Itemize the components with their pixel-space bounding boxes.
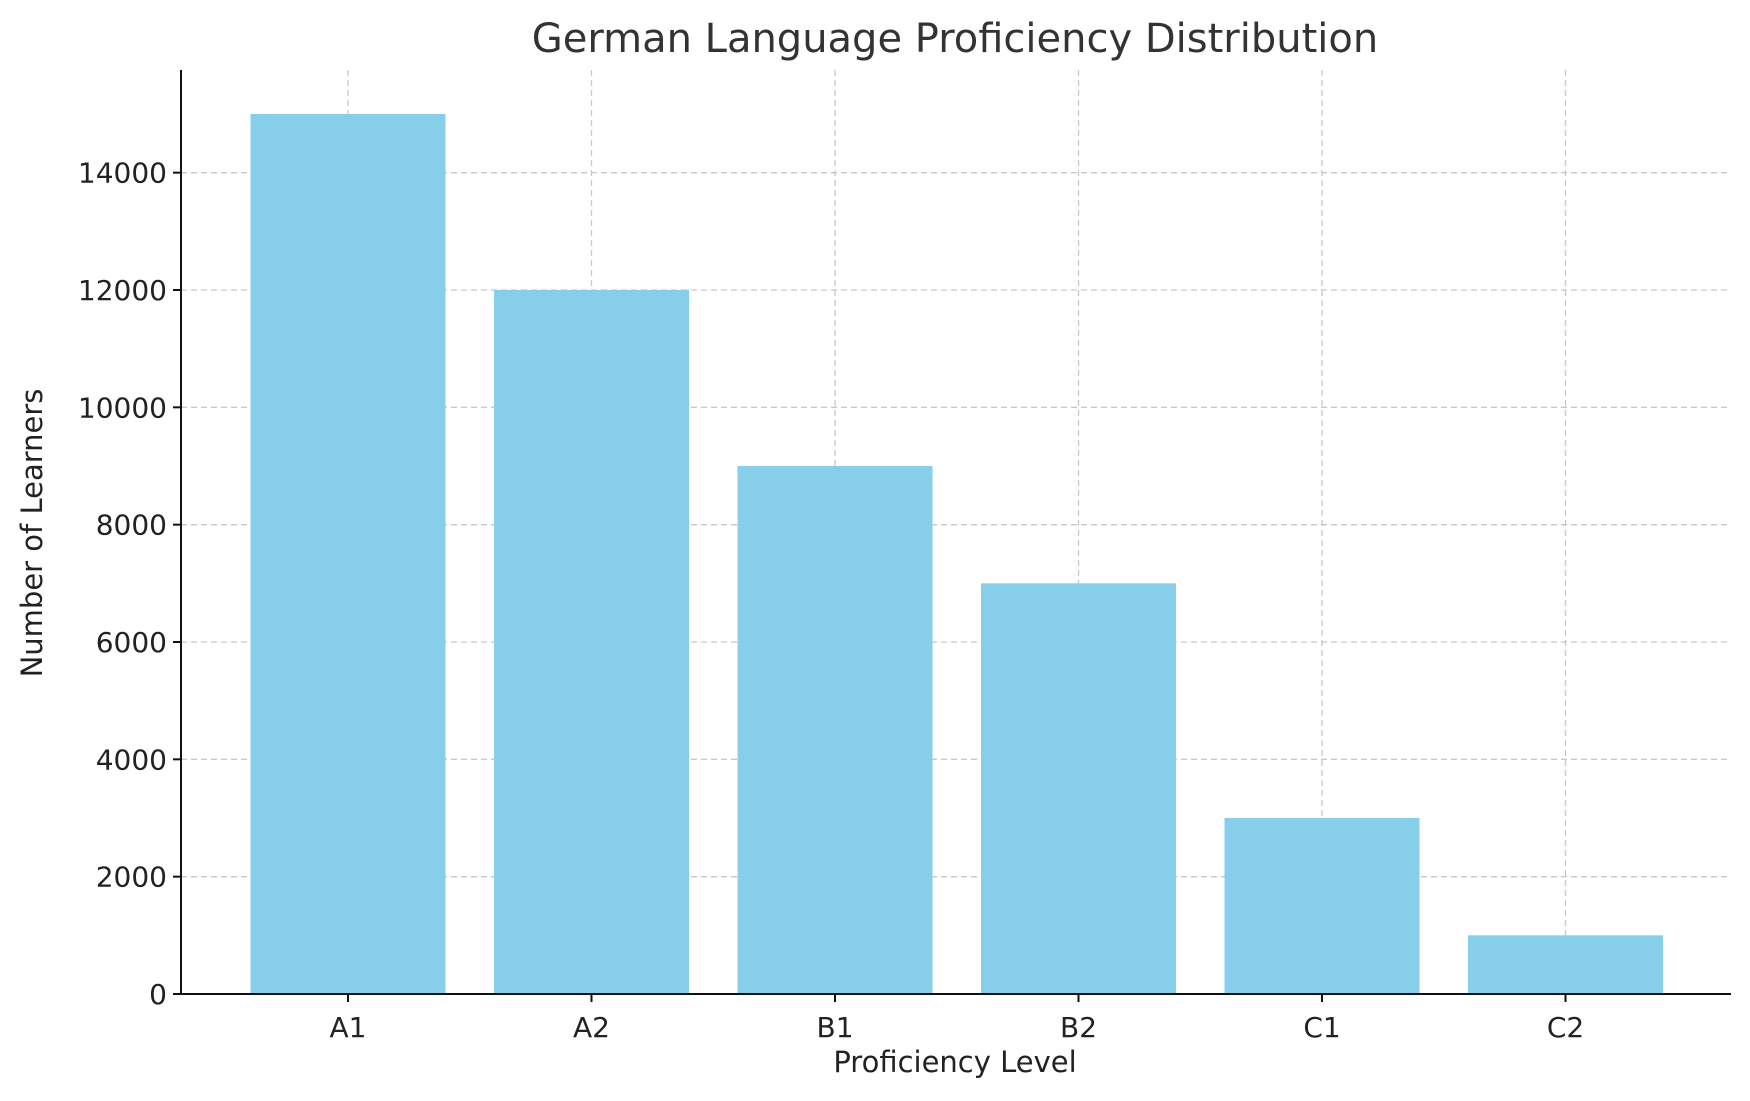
x-tick-label-a1: A1 [330, 1011, 367, 1044]
x-tick-label-b2: B2 [1060, 1011, 1097, 1044]
bars-layer [250, 114, 1663, 994]
y-tick-label: 14000 [78, 157, 167, 190]
bar-a2 [494, 290, 689, 994]
bar-b2 [981, 583, 1176, 994]
y-tick-label: 4000 [96, 743, 167, 776]
x-tick-label-c2: C2 [1547, 1011, 1584, 1044]
y-tick-label: 6000 [96, 626, 167, 659]
chart-title: German Language Proficiency Distribution [532, 16, 1378, 62]
y-tick-label: 2000 [96, 861, 167, 894]
x-axis-label: Proficiency Level [833, 1045, 1076, 1079]
y-tick-label: 10000 [78, 391, 167, 424]
bar-c2 [1468, 935, 1663, 994]
ticks-layer: 0 2000 4000 6000 8000 10000 12000 14000 A1 A2 B1 B2… [78, 157, 1584, 1044]
x-tick-label-a2: A2 [573, 1011, 610, 1044]
y-tick-label: 0 [149, 978, 167, 1011]
y-tick-label: 12000 [78, 274, 167, 307]
x-tick-label-b1: B1 [816, 1011, 853, 1044]
bar-c1 [1224, 818, 1420, 994]
bar-b1 [737, 466, 933, 994]
bar-a1 [250, 114, 446, 994]
y-axis-label: Number of Learners [15, 389, 49, 678]
x-tick-label-c1: C1 [1303, 1011, 1340, 1044]
y-tick-label: 8000 [96, 509, 167, 542]
axes-layer [180, 70, 1731, 995]
